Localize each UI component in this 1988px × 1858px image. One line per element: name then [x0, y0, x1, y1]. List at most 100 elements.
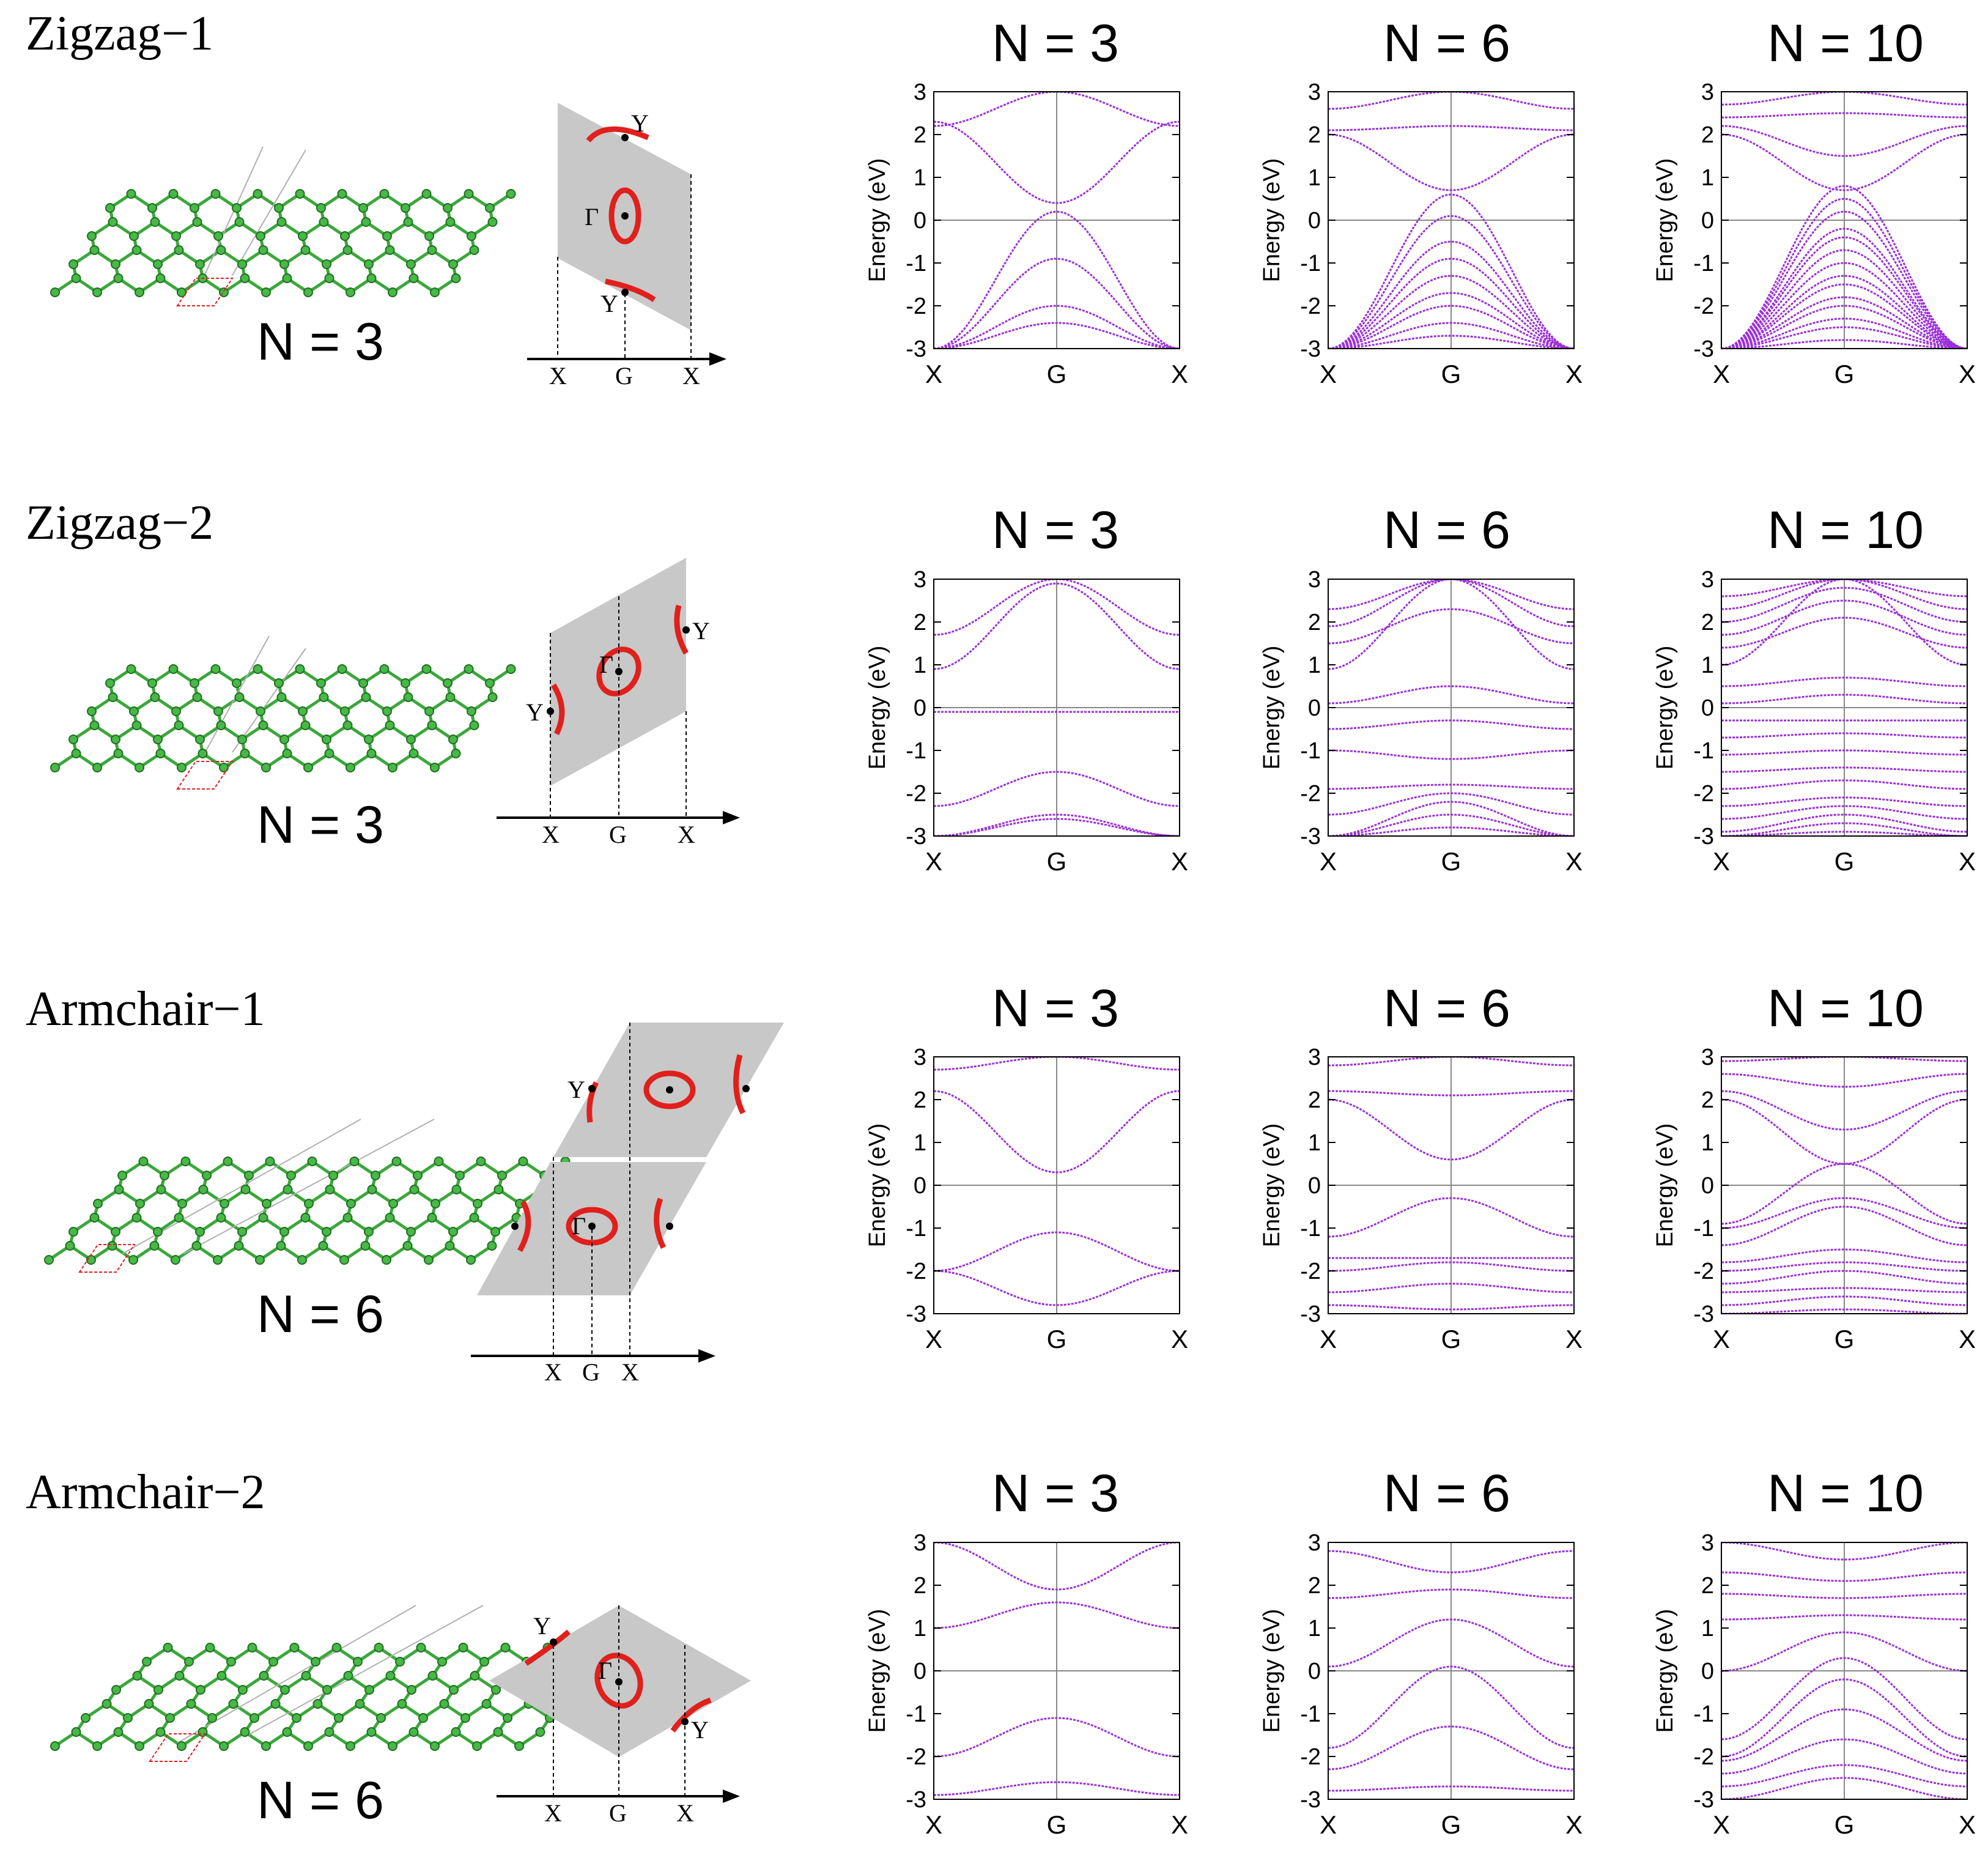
y-tick-label: -2 [1300, 1744, 1321, 1770]
carbon-atom [427, 1671, 438, 1681]
carbon-atom [366, 273, 377, 283]
carbon-atom [324, 273, 334, 283]
y-tick-label: 0 [1308, 208, 1321, 234]
carbon-atom [503, 1713, 512, 1723]
bz-point [666, 1086, 673, 1094]
carbon-atom [195, 1227, 205, 1237]
band-line [934, 1542, 1180, 1591]
bz-label-x-right: X [678, 821, 695, 848]
carbon-atom [113, 749, 124, 758]
carbon-atom [128, 1255, 138, 1265]
carbon-atom [379, 189, 390, 199]
y-tick-label: -3 [1300, 336, 1321, 362]
fermi-pocket [551, 683, 565, 736]
carbon-atom [274, 678, 284, 688]
carbon-atom [339, 1255, 349, 1265]
band-line [1328, 1618, 1574, 1668]
carbon-atom [385, 720, 395, 730]
carbon-atom [403, 692, 413, 702]
y-tick-label: 3 [1308, 1045, 1321, 1070]
carbon-atom [68, 1227, 78, 1237]
bz-armchair-2: Y Γ Y X G X [489, 1605, 751, 1827]
carbon-atom [258, 245, 268, 255]
bz-point-y [588, 1085, 596, 1092]
y-tick-label: 2 [1701, 122, 1714, 148]
carbon-atom [395, 1657, 405, 1667]
carbon-atom [150, 217, 160, 227]
bz-point [511, 1223, 519, 1230]
carbon-atom [448, 735, 458, 744]
carbon-atom [144, 1699, 154, 1709]
carbon-atom [198, 749, 208, 758]
carbon-atom [240, 1727, 250, 1737]
bz-point-y [682, 626, 690, 634]
fermi-pocket [654, 1197, 667, 1249]
bz-label-x-right: X [621, 1358, 639, 1386]
band-line [1721, 732, 1967, 739]
x-tick-label: X [1713, 1325, 1730, 1353]
carbon-atom [376, 1713, 386, 1723]
y-tick-label: 2 [914, 122, 926, 148]
carbon-atom [312, 1699, 323, 1709]
carbon-atom [153, 735, 163, 744]
band-line [1721, 779, 1967, 790]
y-tick-label: -3 [1693, 1301, 1714, 1327]
carbon-atom [155, 1727, 166, 1737]
band-line [1721, 326, 1967, 349]
carbon-atom [240, 1185, 251, 1194]
carbon-atom [307, 1157, 317, 1166]
band-line [934, 582, 1180, 670]
carbon-atom [424, 1255, 434, 1265]
carbon-atom [430, 1741, 440, 1751]
lattice-zigzag-2 [50, 635, 516, 790]
band-line [934, 771, 1180, 807]
y-tick-label: 1 [1701, 1130, 1714, 1156]
bz-point [742, 1085, 750, 1092]
y-tick-label: 0 [914, 208, 926, 234]
carbon-atom [276, 692, 287, 702]
panel-title-r4-c1: N = 3 [992, 1464, 1119, 1523]
band-line [1721, 283, 1967, 349]
kx-axis-arrow [698, 1349, 715, 1363]
y-tick-label: -2 [1693, 1744, 1714, 1770]
carbon-atom [174, 1671, 185, 1681]
guide-line [183, 1119, 435, 1254]
band-line [1721, 579, 1967, 598]
carbon-atom [479, 1657, 489, 1667]
carbon-atom [155, 273, 166, 283]
y-tick-label: -2 [1300, 781, 1321, 807]
carbon-atom [258, 1213, 268, 1223]
band-line [1721, 1571, 1967, 1582]
carbon-atom [129, 706, 139, 716]
band-line [1721, 1593, 1967, 1599]
y-tick-label: 0 [914, 1173, 926, 1199]
carbon-atom [451, 273, 461, 283]
band-line [1721, 676, 1967, 687]
fermi-pocket [605, 278, 656, 302]
band-line [1328, 1098, 1574, 1161]
bz-label-y-top: Y [533, 1612, 551, 1640]
carbon-atom [409, 1185, 419, 1194]
y-tick-label: -1 [1693, 251, 1714, 276]
carbon-atom [111, 259, 120, 269]
carbon-atom [261, 763, 271, 772]
carbon-atom [345, 1741, 355, 1751]
band-line [934, 1717, 1180, 1758]
x-tick-label: X [1565, 1325, 1583, 1353]
carbon-atom [319, 692, 329, 702]
carbon-atom [316, 678, 326, 688]
band-line [1721, 1764, 1967, 1788]
carbon-atom [424, 706, 434, 716]
carbon-atom [113, 1727, 124, 1737]
carbon-atom [262, 1199, 272, 1208]
carbon-atom [195, 735, 205, 744]
x-tick-label: X [1959, 1810, 1976, 1839]
carbon-atom [135, 287, 144, 297]
panel-title-r1-c1: N = 3 [992, 14, 1119, 73]
y-axis-label: Energy (eV) [1259, 1123, 1285, 1248]
band-line [1721, 1090, 1967, 1131]
carbon-atom [331, 1643, 342, 1653]
band-line [1328, 1304, 1574, 1311]
